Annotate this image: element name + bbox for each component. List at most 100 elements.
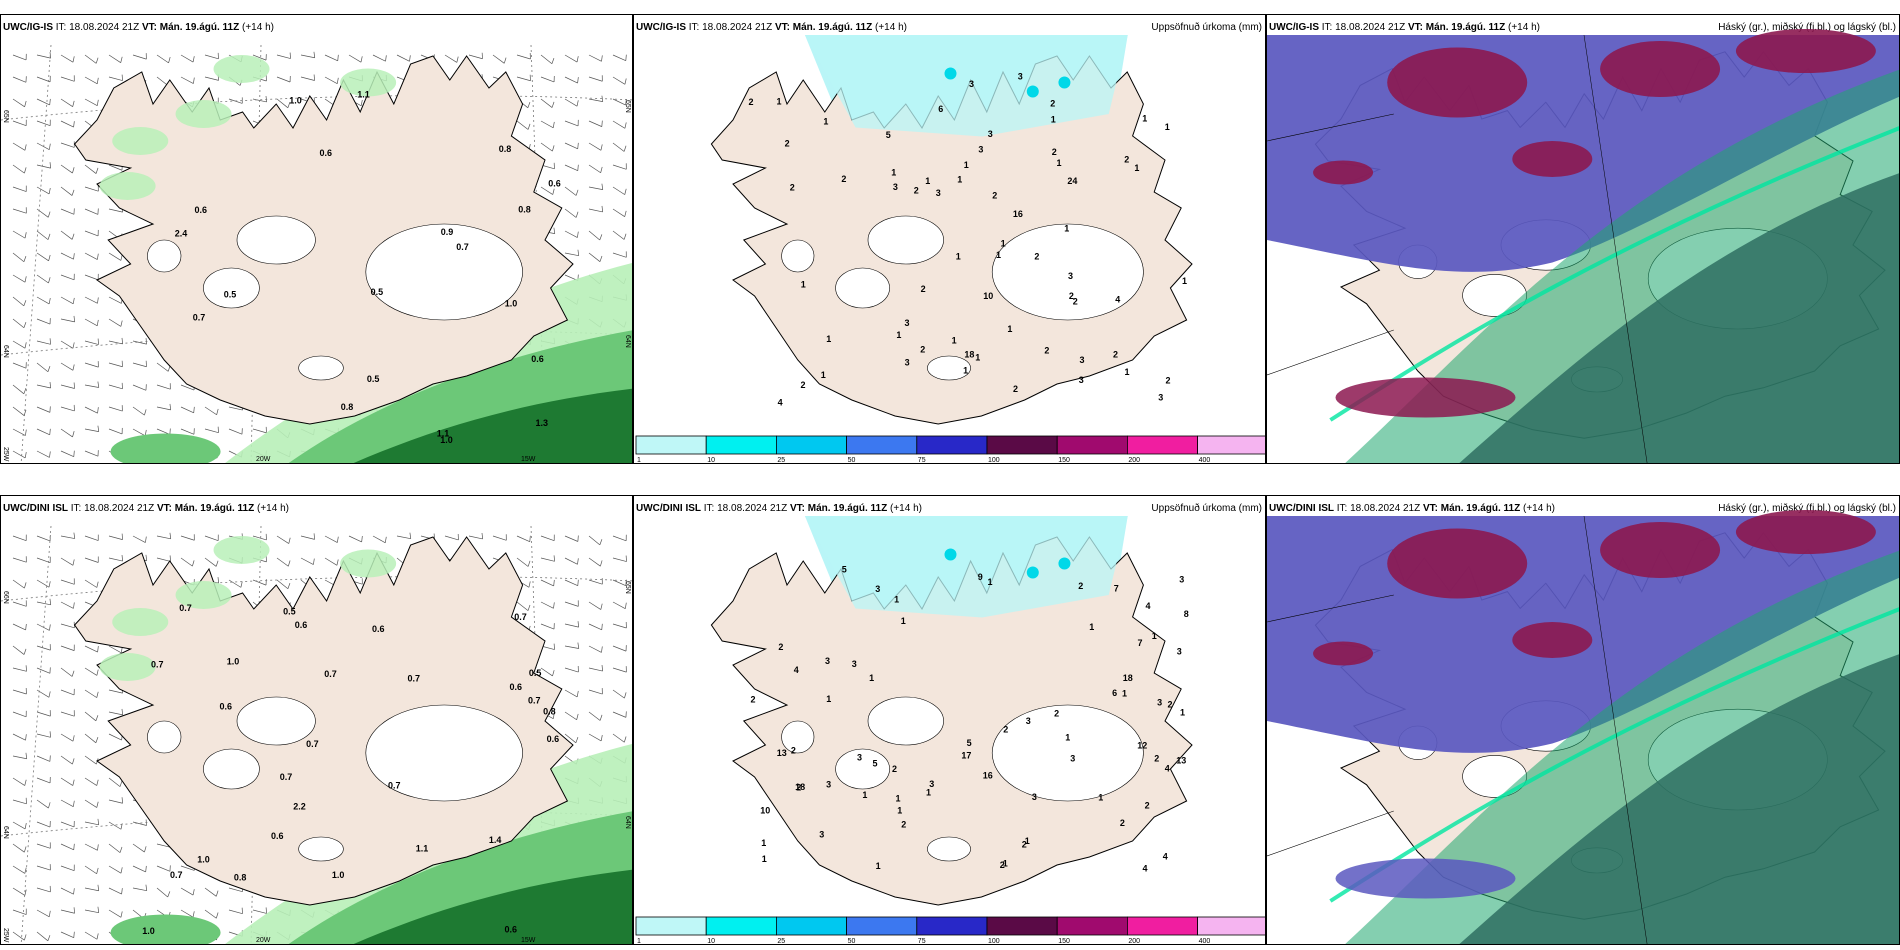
low-cloud-area [1335, 377, 1516, 418]
map-panel-igis-accum-precip: UWC/IG-IS IT: 18.08.2024 21Z VT: Mán. 19… [633, 14, 1266, 464]
vt-label: VT: [774, 22, 790, 33]
wind-barb [84, 645, 99, 653]
value-label: 1.1 [357, 89, 370, 99]
value-label: 5 [873, 759, 878, 769]
wind-barb [36, 119, 51, 127]
lead-time: (+14 h) [875, 22, 907, 33]
value-label: 0.7 [528, 695, 541, 705]
wind-barb [84, 733, 99, 744]
vt-label: VT: [789, 503, 805, 514]
value-label: 1 [801, 280, 806, 290]
wind-barb [492, 534, 507, 541]
wind-barb [612, 645, 627, 652]
wind-barb [540, 667, 555, 677]
wind-barb [564, 579, 579, 587]
value-label: 3 [905, 358, 910, 368]
glacier-area [927, 355, 971, 381]
wind-barb [612, 534, 627, 542]
value-label: 2 [841, 174, 846, 184]
wind-barb [588, 95, 604, 102]
wind-barb [36, 644, 51, 651]
colorbar-tick: 100 [988, 457, 1000, 464]
colorbar-swatch [1197, 916, 1265, 936]
wind-barb [36, 186, 51, 195]
value-label: 2 [1034, 251, 1039, 261]
longitude-line [1583, 34, 1648, 463]
glacier-area [298, 355, 344, 381]
vt-value: Mán. 19.ágú. 11Z [1425, 22, 1506, 33]
wind-barb [12, 252, 27, 263]
wind-barb [612, 601, 627, 609]
value-label: 3 [1177, 647, 1182, 657]
it-value: 18.08.2024 21Z [717, 503, 788, 514]
wind-barb [12, 98, 27, 108]
wind-barb [12, 710, 27, 718]
wind-barb [588, 75, 603, 82]
value-label: 3 [988, 129, 993, 139]
value-label: 2 [1054, 708, 1059, 718]
wind-barb [84, 425, 100, 432]
wind-barb [12, 185, 27, 192]
it-value: 18.08.2024 21Z [1350, 503, 1421, 514]
glacier-area [298, 836, 344, 862]
wind-barb [36, 598, 52, 606]
wind-barb [204, 557, 219, 567]
value-label: 10 [983, 291, 993, 301]
wind-barb [36, 710, 51, 717]
precip-patch [340, 549, 397, 578]
wind-barb [84, 777, 99, 786]
value-label: 4 [794, 665, 799, 675]
colorbar-swatch [916, 435, 988, 455]
precip-patch [112, 127, 169, 155]
value-label: 0.6 [220, 702, 233, 712]
value-label: 3 [978, 145, 983, 155]
value-label: 2 [1145, 801, 1150, 811]
wind-barb [540, 623, 555, 630]
value-label: 0.5 [367, 374, 380, 384]
axis-label: 64N [2, 826, 9, 839]
wind-barb [540, 601, 555, 609]
wind-barb [60, 557, 75, 566]
wind-barb [588, 164, 603, 174]
wind-barb [84, 931, 99, 940]
wind-barb [60, 799, 75, 807]
value-label: 1 [901, 616, 906, 626]
precip-cell [944, 548, 957, 561]
glacier-area [835, 267, 890, 309]
wind-barb [516, 52, 531, 60]
wind-barb [588, 665, 604, 672]
wind-barb [612, 711, 627, 718]
value-label: 0.5 [529, 668, 542, 678]
wind-barb [36, 885, 51, 893]
value-label: 1 [891, 167, 896, 177]
value-label: 13 [1176, 756, 1186, 766]
value-label: 6 [1112, 688, 1117, 698]
wind-barb [396, 54, 411, 62]
wind-barb [60, 710, 75, 717]
wind-barb [108, 427, 123, 435]
value-label: 2 [1052, 147, 1057, 157]
value-label: 1 [1057, 158, 1062, 168]
glacier-area [867, 215, 944, 265]
wind-barb [108, 777, 123, 787]
wind-barb [540, 120, 555, 129]
wind-barb [84, 689, 99, 698]
wind-barb [36, 821, 51, 828]
wind-barb [60, 340, 75, 349]
glacier-area [835, 748, 890, 790]
axis-label: 65N [2, 110, 9, 123]
wind-barb [132, 406, 147, 416]
wind-barb [60, 887, 75, 895]
low-cloud-area [1600, 41, 1721, 97]
value-label: 3 [825, 656, 830, 666]
value-label: 2 [1120, 818, 1125, 828]
wind-barb [84, 229, 99, 237]
glacier-area [991, 704, 1144, 802]
value-label: 2 [791, 746, 796, 756]
wind-barb [180, 534, 195, 541]
value-label: 2 [785, 139, 790, 149]
value-label: 2 [749, 97, 754, 107]
wind-barb [108, 555, 124, 562]
precip-patch [213, 536, 270, 564]
value-label: 0.6 [505, 925, 518, 935]
